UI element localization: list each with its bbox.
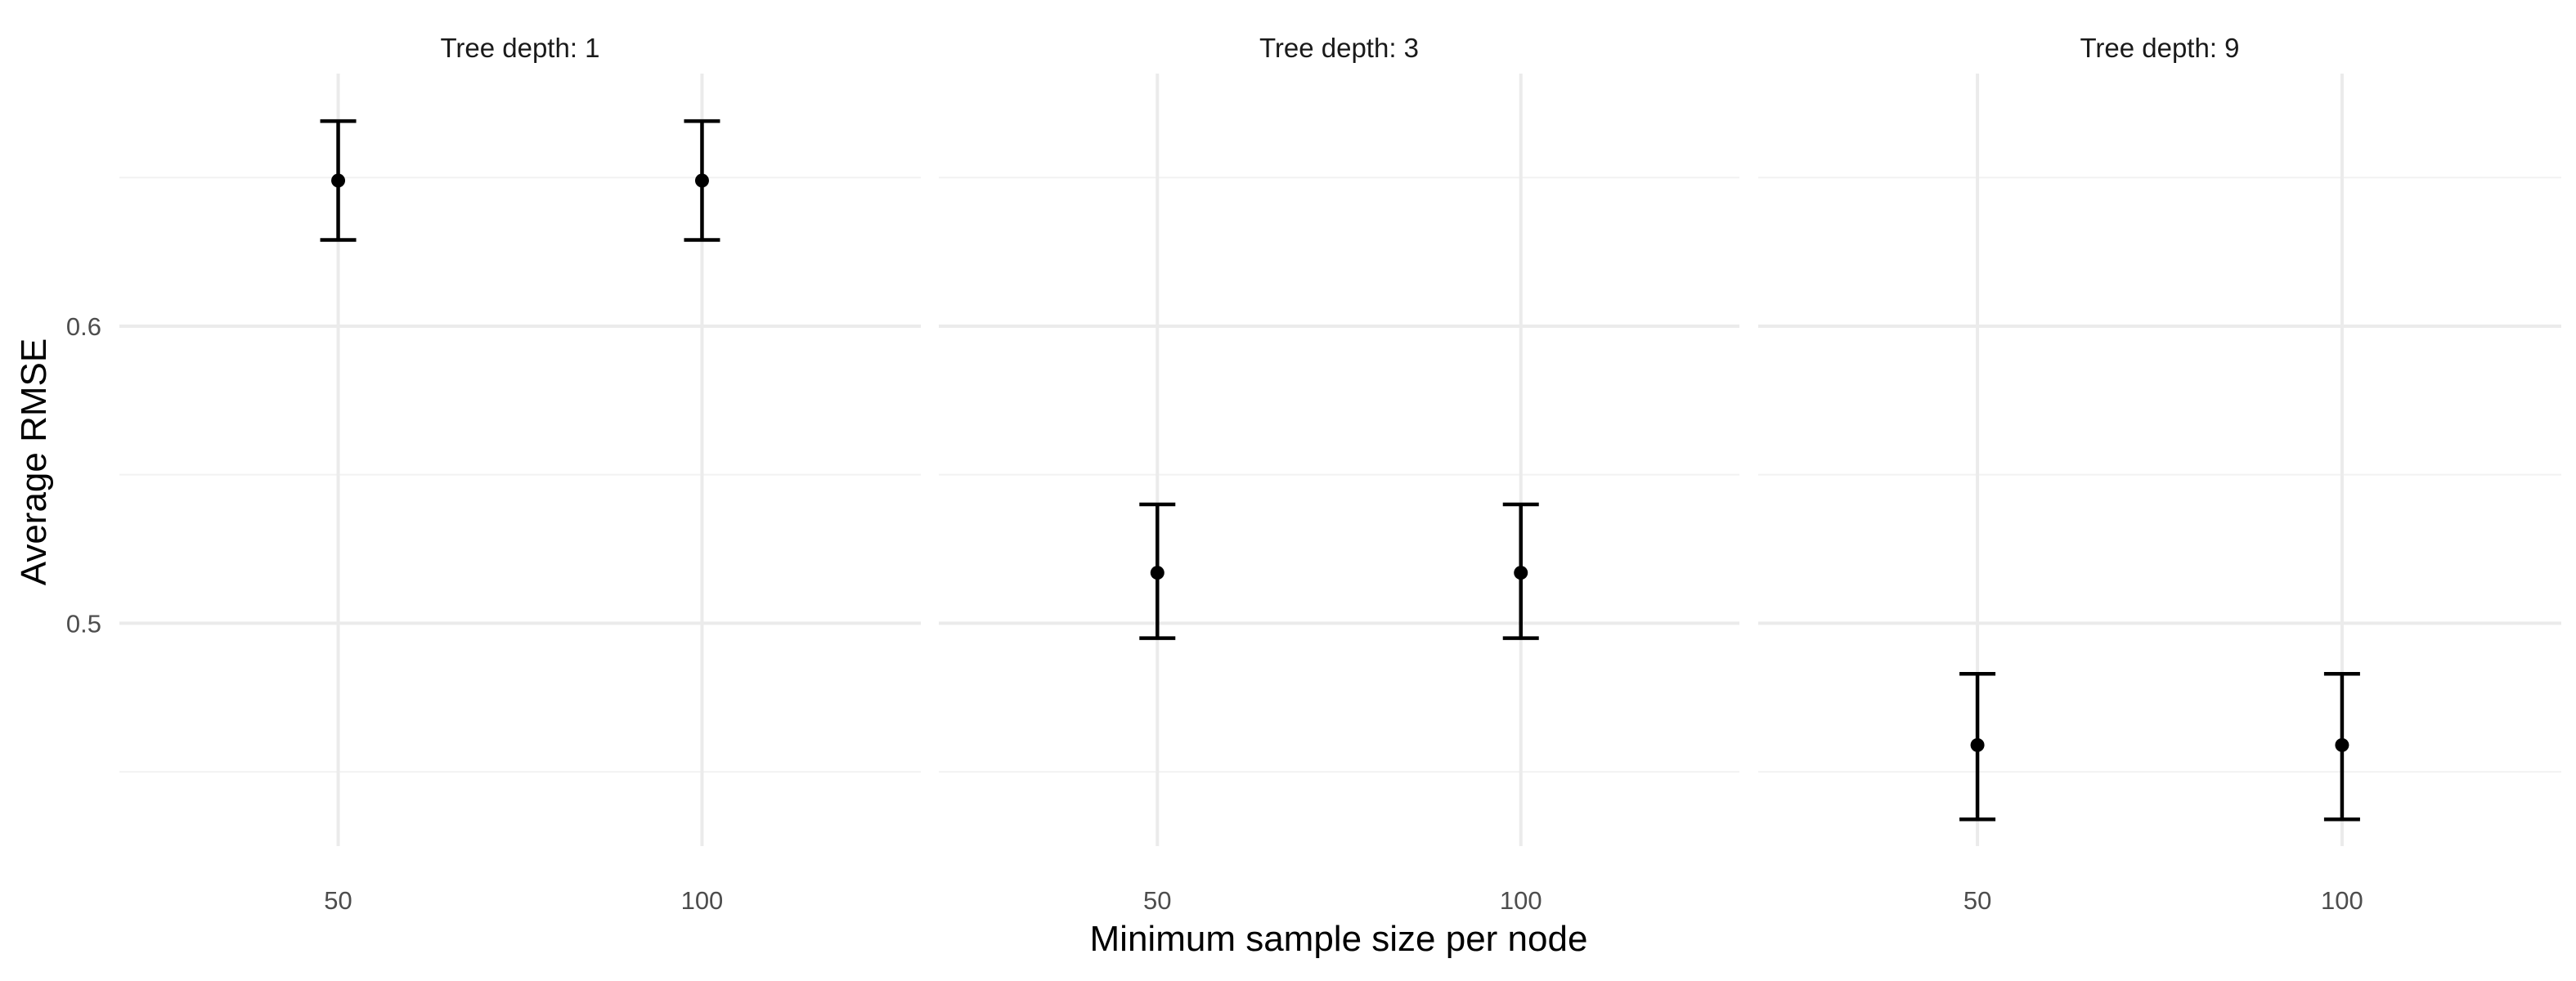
x-tick-label: 100 — [2321, 886, 2363, 915]
x-tick-label: 50 — [1963, 886, 1991, 915]
x-tick-label: 50 — [324, 886, 352, 915]
x-tick-label: 100 — [681, 886, 724, 915]
data-point — [1150, 566, 1165, 580]
x-axis-ticks: 50 100 50 100 50 100 — [324, 886, 2363, 915]
facet-strips: Tree depth: 1 Tree depth: 3 Tree depth: 9 — [440, 33, 2239, 63]
data-point — [331, 173, 346, 188]
y-tick-label: 0.5 — [66, 609, 101, 638]
facet-strip-label: Tree depth: 3 — [1259, 33, 1419, 63]
y-tick-label: 0.6 — [66, 312, 101, 341]
x-axis-title: Minimum sample size per node — [1090, 919, 1588, 959]
error-bar-group — [684, 119, 720, 242]
error-bar-group — [1139, 502, 1176, 640]
data-point — [694, 173, 709, 188]
x-tick-label: 100 — [1500, 886, 1542, 915]
y-axis-ticks: 0.5 0.6 — [66, 312, 101, 638]
error-bar-group — [320, 119, 357, 242]
error-bar-group — [1502, 502, 1539, 640]
data-point — [1514, 566, 1528, 580]
x-tick-label: 50 — [1143, 886, 1171, 915]
error-bar-group — [1959, 671, 1996, 822]
facet-strip-label: Tree depth: 9 — [2080, 33, 2239, 63]
grid-layer — [119, 74, 2561, 846]
error-bars — [320, 119, 2360, 822]
y-axis-title: Average RMSE — [14, 338, 54, 585]
data-point — [1970, 737, 1985, 752]
data-point — [2335, 737, 2349, 752]
facet-strip-label: Tree depth: 1 — [440, 33, 599, 63]
error-bar-group — [2323, 671, 2360, 822]
